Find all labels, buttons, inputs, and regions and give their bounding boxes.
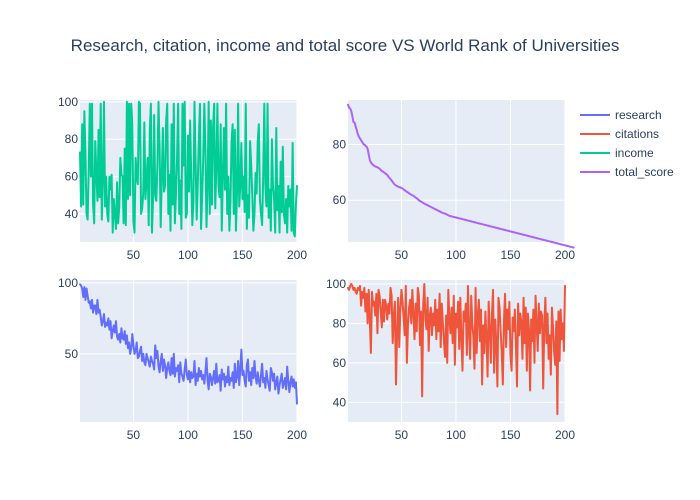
legend: research citations income total_score (580, 108, 674, 179)
x-tick-label: 200 (555, 428, 575, 442)
x-tick-label: 50 (395, 428, 409, 442)
x-tick-label: 150 (500, 428, 520, 442)
legend-item-income[interactable]: income (580, 146, 654, 160)
series-line-research (79, 283, 298, 405)
y-tick-label: 100 (326, 277, 346, 291)
x-tick-label: 100 (178, 428, 198, 442)
x-tick-label: 150 (500, 248, 520, 262)
chart-title: Research, citation, income and total sco… (71, 36, 620, 55)
series-line-income (79, 100, 298, 238)
subplot-income: 50 100 150 200 40 60 80 100 (58, 95, 307, 262)
x-tick-label: 50 (127, 248, 141, 262)
x-tick-label: 200 (555, 248, 575, 262)
x-tick-label: 100 (178, 248, 198, 262)
subplot-research: 50 100 150 200 50 100 (58, 276, 307, 442)
y-tick-label: 80 (333, 316, 347, 330)
y-tick-label: 60 (333, 356, 347, 370)
x-tick-label: 150 (232, 428, 252, 442)
y-tick-label: 60 (333, 193, 347, 207)
y-tick-label: 80 (65, 132, 79, 146)
legend-item-total-score[interactable]: total_score (580, 165, 674, 179)
legend-label: citations (615, 127, 659, 141)
subplot-citations: 50 100 150 200 40 60 80 100 (326, 277, 575, 442)
plot-area-research (80, 280, 297, 422)
y-tick-label: 100 (58, 276, 78, 290)
y-tick-label: 50 (65, 347, 79, 361)
legend-label: income (615, 146, 654, 160)
y-tick-label: 80 (333, 138, 347, 152)
legend-item-citations[interactable]: citations (580, 127, 659, 141)
y-tick-label: 40 (65, 207, 79, 221)
legend-label: total_score (615, 165, 674, 179)
x-tick-label: 50 (395, 248, 409, 262)
x-tick-label: 100 (446, 248, 466, 262)
legend-item-research[interactable]: research (580, 108, 662, 122)
series-line-total_score (347, 103, 575, 249)
x-tick-label: 100 (446, 428, 466, 442)
x-tick-label: 50 (127, 428, 141, 442)
y-tick-label: 40 (333, 395, 347, 409)
x-tick-label: 150 (232, 248, 252, 262)
y-tick-label: 60 (65, 170, 79, 184)
legend-label: research (615, 108, 662, 122)
y-tick-label: 100 (58, 95, 78, 109)
x-tick-label: 200 (287, 428, 307, 442)
x-tick-label: 200 (287, 248, 307, 262)
series-line-citations (347, 282, 566, 416)
subplots: 50 100 150 200 40 60 80 100 50 100 150 200 60 80 50 100… (58, 95, 575, 442)
subplot-total_score: 50 100 150 200 60 80 (333, 100, 575, 262)
